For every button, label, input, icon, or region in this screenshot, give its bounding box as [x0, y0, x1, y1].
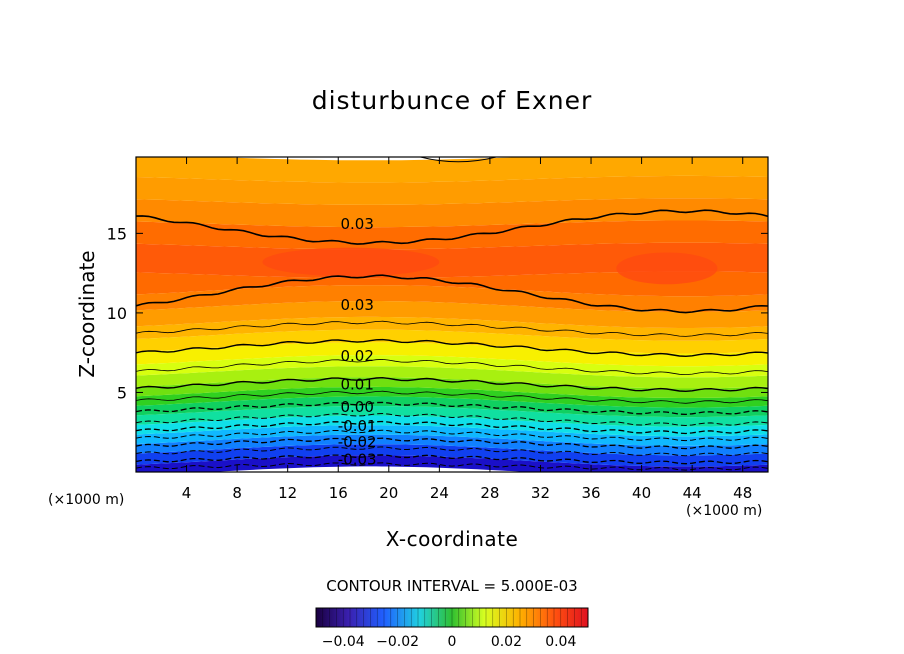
x-tick-label: 40	[632, 484, 651, 502]
contour-band	[136, 366, 768, 389]
contour-label: -0.03	[338, 450, 377, 468]
contour-band	[136, 425, 768, 446]
contour-line	[136, 437, 768, 450]
x-axis-label: X-coordinate	[385, 527, 519, 551]
x-tick-label: 20	[379, 484, 398, 502]
contour-band	[136, 329, 768, 354]
contour-line	[136, 446, 768, 457]
contour-band	[136, 316, 768, 341]
x-tick-label: 8	[232, 484, 242, 502]
contour-band	[136, 342, 768, 367]
contour-line	[136, 401, 768, 416]
x-tick-label: 4	[182, 484, 192, 502]
contour-label: 0.02	[340, 347, 373, 365]
contour-band	[136, 377, 768, 398]
contour-band	[136, 434, 768, 456]
contour-line	[136, 429, 768, 442]
contour-band	[136, 406, 768, 427]
contour-label: -0.01	[338, 417, 377, 435]
contour-line	[136, 376, 768, 393]
contour-line	[136, 454, 768, 465]
x-tick-label: 16	[329, 484, 348, 502]
contour-interval-label: CONTOUR INTERVAL = 5.000E-03	[326, 577, 578, 595]
contour-band	[136, 386, 768, 408]
x-tick-label: 44	[683, 484, 702, 502]
colorbar-tick-label: 0	[448, 634, 457, 650]
colorbar-tick-label: −0.02	[376, 634, 419, 650]
contour-line	[420, 157, 497, 163]
y-tick-label: 5	[117, 383, 127, 402]
contour-label: 0.03	[340, 215, 373, 233]
contour-line	[136, 390, 768, 404]
x-tick-label: 32	[531, 484, 550, 502]
contour-band	[136, 175, 768, 205]
contour-core	[262, 247, 440, 277]
contour-label: 0.00	[340, 398, 373, 416]
contour-band	[136, 355, 768, 378]
y-tick-label: 15	[107, 224, 127, 243]
x-tick-label: 48	[733, 484, 752, 502]
x-unit-label-left: (×1000 m)	[48, 492, 125, 508]
contour-band	[136, 455, 768, 472]
contour-core	[616, 252, 718, 285]
contour-band	[136, 157, 768, 183]
plot-frame	[135, 156, 769, 473]
contour-label: 0.03	[340, 296, 373, 314]
contour-label: 0.01	[340, 376, 373, 394]
colorbar-tick-label: 0.02	[491, 634, 522, 650]
y-tick-label: 10	[107, 304, 127, 323]
contour-band	[136, 220, 768, 250]
contour-line	[136, 209, 768, 245]
x-tick-label: 28	[480, 484, 499, 502]
contour-line	[136, 358, 768, 376]
contour-line	[136, 338, 768, 358]
contour-line	[136, 320, 768, 337]
contour-line	[136, 412, 768, 427]
contour-line	[136, 420, 768, 435]
contour-band	[136, 301, 768, 328]
contour-line	[136, 274, 768, 314]
chart-title: disturbunce of Exner	[311, 86, 593, 115]
x-unit-label-right: (×1000 m)	[686, 503, 763, 519]
contour-line	[136, 462, 768, 471]
contour-band	[136, 198, 768, 228]
x-tick-label: 36	[581, 484, 600, 502]
colorbar-tick-label: 0.04	[545, 634, 576, 650]
x-tick-label: 12	[278, 484, 297, 502]
contour-label: -0.02	[338, 433, 377, 451]
x-tick-label: 24	[430, 484, 449, 502]
colorbar-tick-label: −0.04	[322, 634, 365, 650]
